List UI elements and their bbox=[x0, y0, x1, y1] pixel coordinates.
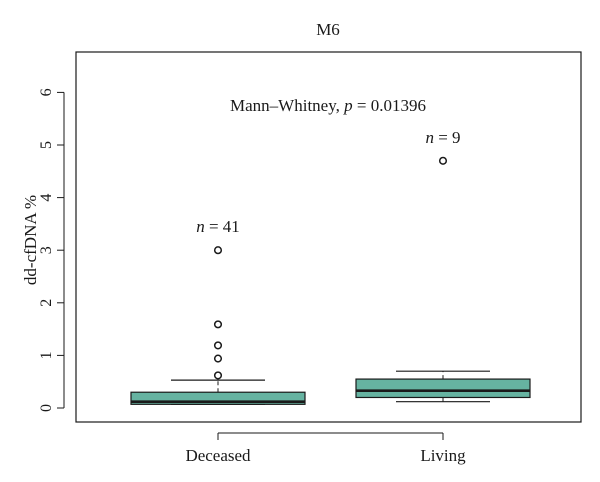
annotation-prefix: Mann–Whitney, bbox=[230, 96, 344, 115]
n-label-symbol: n bbox=[425, 128, 434, 147]
iqr-box bbox=[355, 378, 531, 399]
x-tick-label: Deceased bbox=[185, 446, 251, 465]
y-tick-label: 1 bbox=[38, 351, 55, 359]
outlier-point bbox=[438, 156, 448, 165]
y-axis: 0 1 2 3 4 5 6 bbox=[38, 88, 65, 412]
x-axis: Deceased Living bbox=[185, 432, 466, 465]
box-deceased: n = 41 bbox=[130, 217, 306, 405]
box-group: n = 41n = 9 bbox=[130, 128, 531, 405]
y-tick-label: 2 bbox=[38, 299, 55, 307]
n-label-value: = 9 bbox=[434, 128, 461, 147]
mann-whitney-annotation: Mann–Whitney, p = 0.01396 bbox=[230, 96, 426, 115]
x-tick-label: Living bbox=[420, 446, 466, 465]
outlier-point bbox=[213, 320, 223, 329]
plot-frame bbox=[75, 51, 582, 423]
y-tick-label: 3 bbox=[38, 246, 55, 254]
y-axis-label: dd-cfDNA % bbox=[21, 195, 40, 285]
n-label-value: = 41 bbox=[205, 217, 240, 236]
y-tick-label: 6 bbox=[38, 88, 55, 96]
annotation-p-symbol: p bbox=[343, 96, 353, 115]
outlier-point bbox=[213, 246, 223, 255]
chart-title: M6 bbox=[316, 20, 340, 39]
outlier-point bbox=[213, 354, 223, 363]
n-label-symbol: n bbox=[196, 217, 205, 236]
outlier-point bbox=[213, 341, 223, 350]
y-tick-label: 0 bbox=[38, 404, 55, 412]
y-tick-label: 4 bbox=[38, 194, 55, 202]
outlier-point bbox=[213, 371, 223, 380]
annotation-suffix: = 0.01396 bbox=[353, 96, 426, 115]
y-tick-label: 5 bbox=[38, 141, 55, 149]
n-label: n = 41 bbox=[196, 217, 240, 236]
box-living: n = 9 bbox=[355, 128, 531, 403]
n-label: n = 9 bbox=[425, 128, 460, 147]
